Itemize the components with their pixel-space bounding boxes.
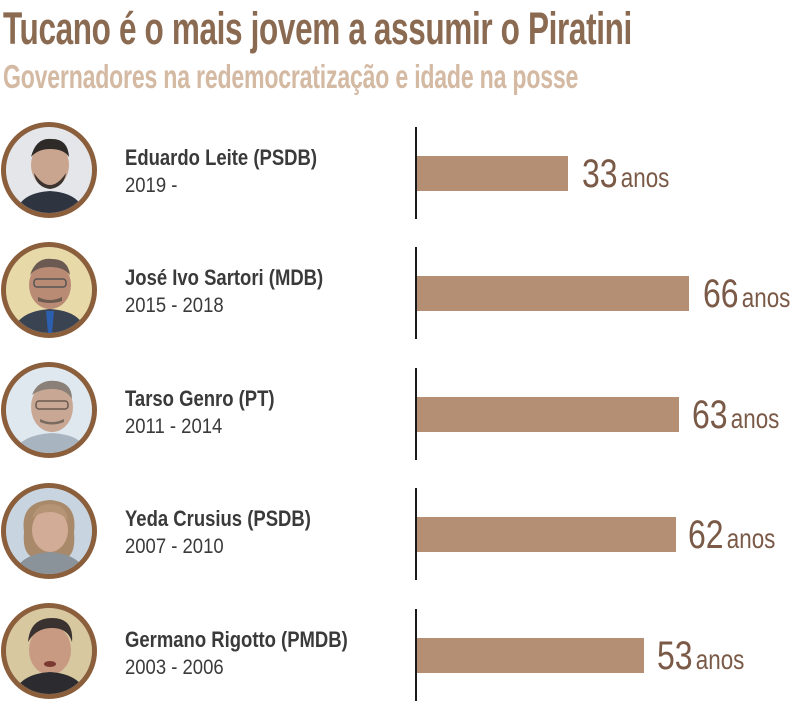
governor-name: Tarso Genro (PT) — [125, 386, 275, 411]
age-bar — [417, 638, 644, 673]
person-photo-icon — [6, 608, 92, 694]
axis-line — [415, 247, 417, 339]
governor-row: José Ivo Sartori (MDB) 2015 - 2018 66 ano… — [0, 230, 800, 350]
chart-title: Tucano é o mais jovem a assumir o Pirati… — [3, 3, 632, 54]
governor-term: 2019 - — [125, 174, 178, 197]
axis-line — [415, 609, 417, 701]
portrait-avatar — [1, 362, 97, 458]
age-bar — [417, 156, 568, 191]
portrait-avatar — [1, 483, 97, 579]
age-bar — [417, 276, 689, 311]
age-label: 62 anos — [688, 514, 775, 560]
person-photo-icon — [6, 127, 92, 213]
age-unit: anos — [730, 403, 780, 434]
age-value: 63 — [692, 393, 728, 437]
person-photo-icon — [6, 488, 92, 574]
governor-name: José Ivo Sartori (MDB) — [125, 265, 324, 290]
person-photo-icon — [6, 247, 92, 333]
governor-row: Eduardo Leite (PSDB) 2019 - 33 anos — [0, 110, 800, 230]
portrait-avatar — [1, 603, 97, 699]
age-bar — [417, 517, 676, 552]
governor-term: 2007 - 2010 — [125, 535, 224, 558]
chart-subtitle: Governadores na redemocratização e idade… — [3, 58, 579, 95]
age-bar — [417, 397, 679, 432]
age-unit: anos — [620, 162, 670, 193]
age-unit: anos — [741, 282, 791, 313]
governor-term: 2011 - 2014 — [125, 415, 223, 438]
age-unit: anos — [695, 644, 745, 675]
portrait-avatar — [1, 122, 97, 218]
axis-line — [415, 488, 417, 580]
axis-line — [415, 127, 417, 219]
age-label: 53 anos — [657, 635, 744, 681]
governor-row: Tarso Genro (PT) 2011 - 2014 63 anos — [0, 351, 800, 471]
age-value: 62 — [688, 513, 724, 557]
axis-line — [415, 368, 417, 460]
person-photo-icon — [6, 367, 92, 453]
portrait-avatar — [1, 242, 97, 338]
governor-term: 2015 - 2018 — [125, 294, 224, 317]
age-value: 66 — [703, 272, 739, 316]
age-label: 63 anos — [692, 394, 779, 440]
age-unit: anos — [726, 523, 776, 554]
age-value: 53 — [657, 634, 693, 678]
governor-term: 2003 - 2006 — [125, 656, 224, 679]
governor-name: Eduardo Leite (PSDB) — [125, 145, 318, 170]
governor-row: Yeda Crusius (PSDB) 2007 - 2010 62 anos — [0, 471, 800, 591]
governor-row: Germano Rigotto (PMDB) 2003 - 2006 53 ano… — [0, 592, 800, 712]
governor-name: Germano Rigotto (PMDB) — [125, 627, 348, 652]
age-label: 33 anos — [582, 153, 669, 199]
age-value: 33 — [582, 152, 618, 196]
age-label: 66 anos — [703, 273, 790, 319]
governor-name: Yeda Crusius (PSDB) — [125, 506, 311, 531]
